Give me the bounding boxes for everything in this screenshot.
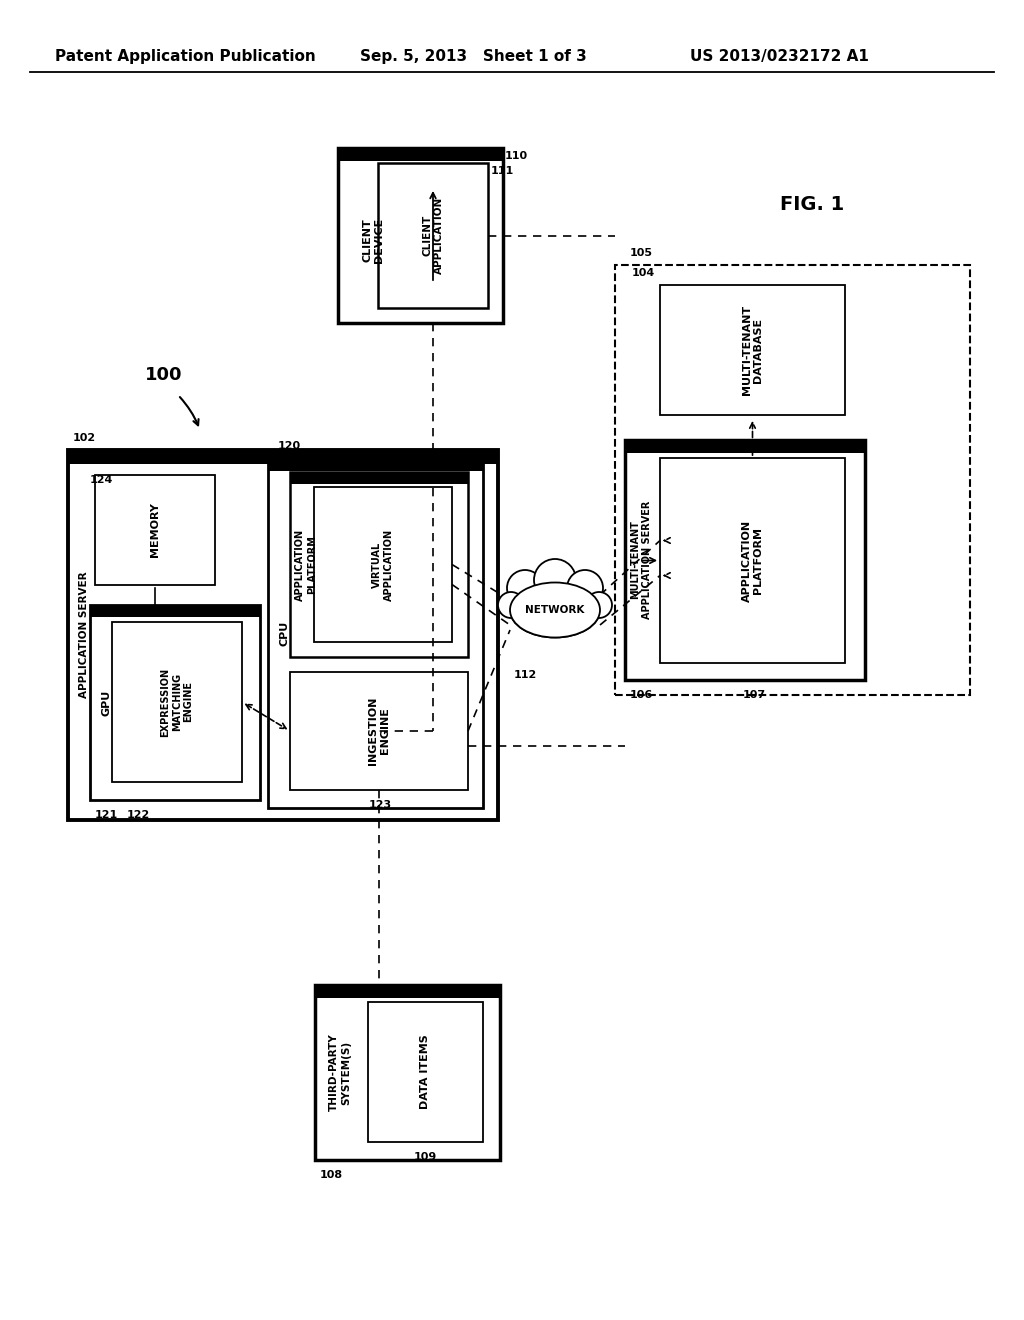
Text: 123: 123 [369,800,392,810]
Text: INGESTION
ENGINE: INGESTION ENGINE [369,697,390,766]
Text: 107: 107 [742,690,766,700]
Text: MEMORY: MEMORY [150,503,160,557]
Text: CLIENT
APPLICATION: CLIENT APPLICATION [422,197,443,275]
Text: 108: 108 [319,1170,343,1180]
Bar [378,162,488,308]
Bar [660,458,845,663]
Bar [268,458,483,471]
Text: APPLICATION
PLATFORM: APPLICATION PLATFORM [295,528,316,601]
Bar [315,985,500,998]
Text: VIRTUAL
APPLICATION: VIRTUAL APPLICATION [372,528,394,601]
Text: 126: 126 [305,455,329,465]
Bar [290,473,468,484]
Bar [338,148,503,323]
Ellipse shape [507,570,543,606]
Text: 106: 106 [630,690,653,700]
Ellipse shape [498,591,524,618]
Text: Sep. 5, 2013   Sheet 1 of 3: Sep. 5, 2013 Sheet 1 of 3 [360,49,587,65]
Text: APPLICATION
PLATFORM: APPLICATION PLATFORM [741,520,763,602]
Bar [625,440,865,680]
Text: 110: 110 [505,150,528,161]
Text: CLIENT
DEVICE: CLIENT DEVICE [362,218,384,263]
Text: 128: 128 [471,455,495,465]
Text: MULTI-TENANT
DATABASE: MULTI-TENANT DATABASE [741,305,763,395]
Text: GPU: GPU [101,689,111,715]
Text: 112: 112 [513,671,537,680]
Text: MULTI-TENANT
APPLICATION SERVER: MULTI-TENANT APPLICATION SERVER [630,500,652,619]
Text: US 2013/0232172 A1: US 2013/0232172 A1 [690,49,869,65]
Text: 124: 124 [90,475,114,484]
Bar [95,475,215,585]
Text: 105: 105 [630,248,653,257]
Bar [268,458,483,808]
Text: 104: 104 [632,268,655,279]
Text: 122: 122 [127,810,151,820]
Bar [112,622,242,781]
Text: DATA ITEMS: DATA ITEMS [421,1035,430,1109]
Bar [315,985,500,1160]
Text: CPU: CPU [279,620,289,645]
Text: THIRD-PARTY
SYSTEM(S): THIRD-PARTY SYSTEM(S) [329,1034,351,1111]
Text: NETWORK: NETWORK [525,605,585,615]
Ellipse shape [586,591,612,618]
Text: 109: 109 [414,1152,437,1162]
Text: 111: 111 [490,166,514,176]
Text: 121: 121 [95,810,118,820]
Bar [368,1002,483,1142]
Bar [625,440,865,453]
Text: FIG. 1: FIG. 1 [780,195,844,214]
Text: 102: 102 [73,433,96,444]
Bar [338,148,503,161]
Bar [68,450,498,465]
Text: Patent Application Publication: Patent Application Publication [55,49,315,65]
Bar [314,487,452,642]
Ellipse shape [567,570,603,606]
Bar [290,672,468,789]
Bar [90,605,260,800]
Text: 120: 120 [278,441,301,451]
Bar [660,285,845,414]
Ellipse shape [510,582,600,638]
Bar [290,473,468,657]
Bar [615,265,970,696]
Text: 100: 100 [145,366,182,384]
Text: APPLICATION SERVER: APPLICATION SERVER [79,572,89,698]
Bar [68,450,498,820]
Ellipse shape [534,558,575,601]
Ellipse shape [510,582,600,638]
Bar [90,605,260,616]
Text: EXPRESSION
MATCHING
ENGINE: EXPRESSION MATCHING ENGINE [161,668,194,737]
